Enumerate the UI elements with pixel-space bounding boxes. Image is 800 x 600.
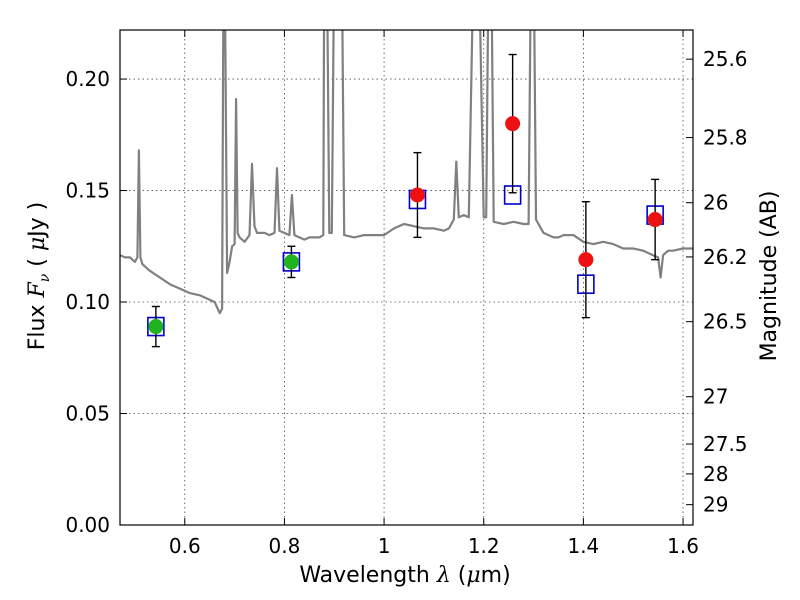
x-tick-label: 1.4 [567, 534, 599, 558]
x-tick-label: 1.6 [667, 534, 699, 558]
grid-lines [120, 30, 693, 525]
y2-tick-label: 25.8 [703, 126, 748, 150]
y2-tick-label: 29 [703, 493, 728, 517]
y-tick-label: 0.10 [65, 290, 110, 314]
x-tick-label: 1.2 [468, 534, 500, 558]
plot-frame [119, 29, 694, 526]
x-tick-label: 0.6 [169, 534, 201, 558]
y-axis-label: Flux Fν ( μJy ) [25, 202, 53, 351]
detections-infrared-point [409, 187, 425, 203]
y-tick-label: 0.05 [65, 402, 110, 426]
y-tick-label: 0.15 [65, 179, 110, 203]
y2-tick-label: 25.6 [703, 47, 748, 71]
y2-tick-label: 27.5 [703, 432, 748, 456]
detections-infrared-point [505, 116, 521, 132]
spectrum-layer [120, 30, 693, 315]
y2-axis-label: Magnitude (AB) [757, 191, 782, 362]
detections-infrared-point [578, 252, 594, 268]
x-tick-label: 1 [378, 534, 391, 558]
spectrum-line [120, 30, 693, 315]
x-tick-label: 0.8 [269, 534, 301, 558]
y2-tick-label: 27 [703, 385, 728, 409]
detections-optical-point [283, 254, 299, 270]
marker-layer [147, 53, 664, 348]
detections-infrared-point [647, 212, 663, 228]
y-tick-label: 0.00 [65, 513, 110, 537]
y2-tick-label: 26.2 [703, 245, 748, 269]
y2-tick-label: 28 [703, 462, 728, 486]
x-axis-label: Wavelength λ (μm) [299, 563, 510, 588]
y2-tick-label: 26.5 [703, 310, 748, 334]
tick-layer: 0.6 0.8 1 1.2 1.4 1.6 0.00 0.05 0.10 0.15 0.20 25.6… [65, 30, 748, 558]
detections-optical-point [148, 319, 164, 335]
y2-tick-label: 26 [703, 191, 728, 215]
y-tick-label: 0.20 [65, 67, 110, 91]
